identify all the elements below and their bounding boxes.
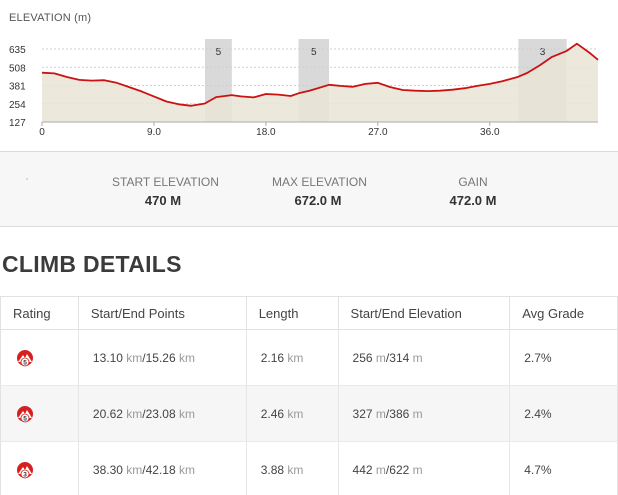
- start-elevation-value: 470 M: [144, 193, 182, 208]
- avg-grade-value: 2.7%: [524, 350, 552, 365]
- end-point: 42.18: [145, 462, 176, 477]
- divider-dot: [26, 178, 28, 180]
- end-point: 15.26: [145, 350, 176, 365]
- start-end-points-cell: 13.10 km/15.26 km: [77, 329, 247, 386]
- table-row: 5 13.10 km/15.26 km 2.16 km 256 m/314 m 2.7%: [0, 329, 618, 386]
- elevation-area: [42, 43, 598, 123]
- table-row: 5 20.62 km/23.08 km 2.46 km 327 m/386 m 2.4%: [0, 385, 618, 442]
- start-end-points-cell: 38.30 km/42.18 km: [77, 441, 247, 495]
- length-value: 3.88: [260, 462, 285, 477]
- y-tick-label: 508: [9, 63, 26, 74]
- col-rating: Rating: [0, 296, 79, 330]
- climb-band-label: 5: [216, 47, 222, 58]
- start-point: 38.30: [92, 462, 123, 477]
- gain-stat: GAIN 472.0 M: [436, 175, 510, 208]
- table-row: 3 38.30 km/42.18 km 3.88 km 442 m/622 m 4.7%: [0, 441, 618, 495]
- start-elevation: 442: [352, 462, 373, 477]
- length-value: 2.16: [260, 350, 285, 365]
- col-start-end-elevation: Start/End Elevation: [337, 296, 510, 330]
- climb-category-icon: 3: [17, 461, 33, 478]
- climb-details-table: Rating Start/End Points Length Start/End…: [0, 296, 618, 495]
- end-elevation: 386: [389, 406, 410, 421]
- elevation-stats-bar: START ELEVATION 470 M MAX ELEVATION 672.…: [0, 151, 618, 227]
- x-tick-label: 27.0: [368, 127, 388, 138]
- length-cell: 2.16 km: [245, 329, 339, 386]
- x-tick-label: 18.0: [256, 127, 276, 138]
- y-tick-label: 127: [9, 118, 26, 129]
- chart-title: ELEVATION (m): [9, 12, 92, 24]
- rating-cell: 5: [0, 329, 79, 386]
- climb-category-icon: 5: [17, 349, 33, 366]
- start-elevation: 256: [352, 350, 373, 365]
- y-tick-label: 635: [9, 45, 26, 56]
- avg-grade-value: 2.4%: [524, 406, 552, 421]
- avg-grade-cell: 2.4%: [509, 385, 618, 442]
- start-point: 13.10: [92, 350, 123, 365]
- col-avg-grade: Avg Grade: [509, 296, 618, 330]
- rating-cell: 5: [0, 385, 79, 442]
- start-end-elevation-cell: 256 m/314 m: [337, 329, 510, 386]
- x-tick-label: 0: [39, 127, 45, 138]
- length-cell: 2.46 km: [245, 385, 339, 442]
- elevation-chart-svg: 5 5 3 127 254 381 508 635 0 9.0 18.0 27.0 36.0: [9, 39, 599, 138]
- rating-value: 3: [23, 471, 27, 478]
- col-start-end-points: Start/End Points: [77, 296, 247, 330]
- start-end-elevation-cell: 327 m/386 m: [337, 385, 510, 442]
- elevation-chart: ELEVATION (m) 5 5 3 127 254 381 508 635 0 9.0 18.0…: [0, 0, 618, 150]
- rating-value: 5: [23, 359, 27, 366]
- start-elevation-stat: START ELEVATION 470 M: [112, 175, 219, 208]
- max-elevation-label: MAX ELEVATION: [272, 175, 367, 189]
- end-point: 23.08: [145, 406, 176, 421]
- end-elevation: 622: [389, 462, 410, 477]
- climb-category-icon: 5: [17, 405, 33, 422]
- avg-grade-value: 4.7%: [524, 462, 552, 477]
- elevation-line: [41, 42, 599, 107]
- length-value: 2.46: [260, 406, 285, 421]
- x-tick-label: 36.0: [480, 127, 500, 138]
- col-length: Length: [245, 296, 339, 330]
- end-elevation: 314: [389, 350, 410, 365]
- start-elevation: 327: [352, 406, 373, 421]
- rating-cell: 3: [0, 441, 79, 495]
- max-elevation-value: 672.0 M: [294, 193, 342, 208]
- max-elevation-stat: MAX ELEVATION 672.0 M: [272, 175, 367, 208]
- start-end-elevation-cell: 442 m/622 m: [337, 441, 510, 495]
- avg-grade-cell: 4.7%: [509, 441, 618, 495]
- start-point: 20.62: [92, 406, 123, 421]
- table-header-row: Rating Start/End Points Length Start/End…: [0, 296, 618, 330]
- x-tick-label: 9.0: [147, 127, 161, 138]
- avg-grade-cell: 2.7%: [509, 329, 618, 386]
- start-elevation-label: START ELEVATION: [112, 175, 219, 189]
- climb-band-label: 5: [311, 47, 317, 58]
- rating-value: 5: [23, 415, 27, 422]
- start-end-points-cell: 20.62 km/23.08 km: [77, 385, 247, 442]
- gain-label: GAIN: [458, 175, 488, 189]
- climb-details-title: CLIMB DETAILS: [2, 251, 182, 277]
- gain-value: 472.0 M: [449, 193, 497, 208]
- y-tick-label: 254: [9, 100, 26, 111]
- climb-band-label: 3: [540, 47, 546, 58]
- y-tick-label: 381: [9, 82, 26, 93]
- length-cell: 3.88 km: [245, 441, 339, 495]
